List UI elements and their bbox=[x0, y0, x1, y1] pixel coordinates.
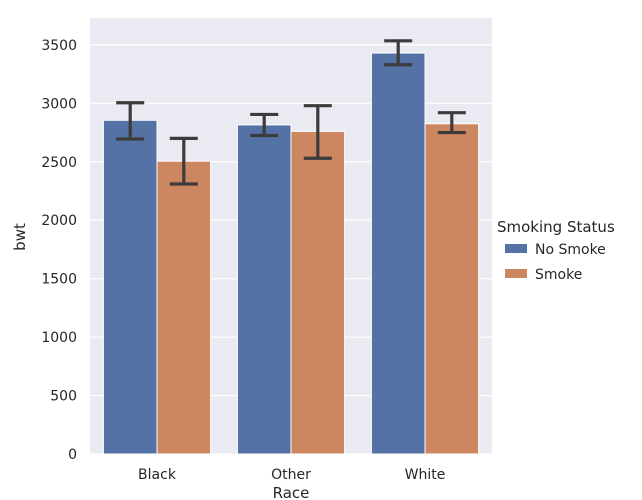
error-bar bbox=[384, 39, 413, 67]
x-tick-label: Black bbox=[138, 467, 177, 483]
y-tick-label: 500 bbox=[50, 389, 77, 405]
x-tick-label: White bbox=[405, 467, 446, 483]
bar bbox=[156, 160, 212, 455]
x-axis-label: Race bbox=[273, 484, 310, 500]
bars bbox=[102, 52, 480, 455]
legend-label: No Smoke bbox=[535, 242, 606, 258]
error-bars bbox=[116, 39, 466, 186]
bar bbox=[236, 124, 292, 455]
legend-swatch bbox=[505, 244, 527, 253]
bar bbox=[370, 52, 426, 455]
legend-swatch bbox=[505, 269, 527, 278]
y-tick-label: 1000 bbox=[41, 330, 77, 346]
x-tick-labels: Black Other White bbox=[138, 467, 445, 483]
x-tick-label: Other bbox=[271, 467, 311, 483]
bar bbox=[102, 119, 158, 455]
y-tick-label: 0 bbox=[68, 447, 77, 463]
error-bar bbox=[303, 104, 332, 160]
error-bar bbox=[169, 136, 198, 186]
bar bbox=[424, 123, 480, 455]
y-tick-label: 1500 bbox=[41, 272, 77, 288]
bar bbox=[290, 130, 346, 455]
y-tick-label: 3000 bbox=[41, 96, 77, 112]
error-bar bbox=[116, 101, 145, 141]
legend-title: Smoking Status bbox=[497, 218, 615, 236]
y-tick-labels: 0 500 1000 1500 2000 2500 3000 3500 bbox=[41, 38, 77, 463]
error-bar bbox=[437, 111, 466, 135]
y-tick-label: 2000 bbox=[41, 213, 77, 229]
y-tick-label: 2500 bbox=[41, 155, 77, 171]
y-axis-label: bwt bbox=[11, 223, 29, 251]
error-bar bbox=[250, 112, 279, 138]
legend-label: Smoke bbox=[535, 267, 582, 283]
legend: Smoking Status No Smoke Smoke bbox=[497, 218, 615, 283]
y-tick-label: 3500 bbox=[41, 38, 77, 54]
